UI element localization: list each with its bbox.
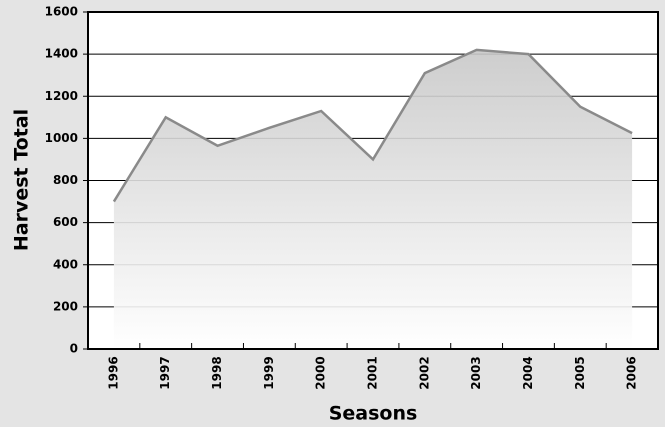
x-tick-label: 2003: [469, 356, 483, 389]
y-tick-label: 1400: [45, 47, 78, 61]
y-tick-label: 0: [70, 342, 78, 356]
plot-border: [87, 11, 659, 350]
x-tick-label: 2002: [417, 356, 431, 389]
x-tick-label: 1997: [158, 356, 172, 389]
y-tick-label: 1000: [45, 131, 78, 145]
y-tick-label: 1200: [45, 89, 78, 103]
y-tick-label: 600: [53, 215, 78, 229]
x-tick-label: 2005: [573, 356, 587, 389]
x-tick-label: 2006: [625, 356, 639, 389]
x-tick-label: 1996: [106, 356, 120, 389]
line: [112, 48, 633, 203]
x-tick-label: 2001: [366, 356, 380, 389]
x-tick-label: 2000: [314, 356, 328, 389]
area: [113, 49, 633, 349]
x-tick-label: 2004: [521, 356, 535, 389]
y-tick-label: 200: [53, 299, 78, 313]
y-tick-label: 400: [53, 257, 78, 271]
y-tick-label: 1600: [45, 5, 78, 19]
x-tick-label: 1999: [262, 356, 276, 389]
x-tick-label: 1998: [210, 356, 224, 389]
y-tick-label: 800: [53, 173, 78, 187]
y-axis-title: Harvest Total: [11, 109, 33, 251]
x-axis-title: Seasons: [329, 403, 418, 425]
